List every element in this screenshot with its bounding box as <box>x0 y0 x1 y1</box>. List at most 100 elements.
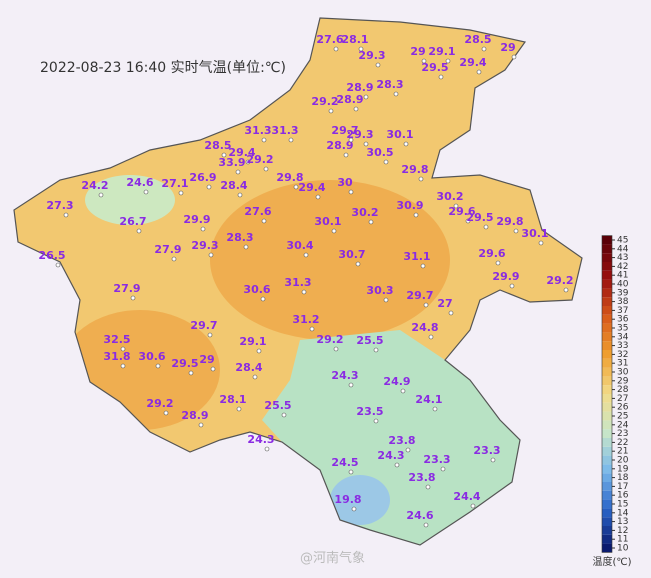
station-dot <box>237 192 243 198</box>
colorbar-cell <box>602 253 612 262</box>
temperature-label: 27.6 <box>244 205 271 218</box>
temperature-label: 30.1 <box>521 227 548 240</box>
station-dot <box>288 137 294 143</box>
colorbar-tick-label: 29 <box>617 376 629 386</box>
temperature-label: 24.4 <box>453 490 480 503</box>
station-dot <box>538 240 544 246</box>
temperature-label: 28.9 <box>181 409 208 422</box>
colorbar-cell <box>602 350 612 359</box>
colorbar-tick-label: 22 <box>617 438 628 448</box>
colorbar-tick-label: 14 <box>617 508 629 518</box>
colorbar-tick-label: 24 <box>617 420 629 430</box>
colorbar-cell <box>602 517 612 526</box>
temperature-label: 30.2 <box>436 190 463 203</box>
colorbar-tick-label: 13 <box>617 517 628 527</box>
station-dot <box>495 260 501 266</box>
colorbar-cell <box>602 526 612 535</box>
colorbar-cell <box>602 420 612 430</box>
station-dot <box>348 189 354 195</box>
station-dot <box>448 310 454 316</box>
station-dot <box>130 295 136 301</box>
colorbar-tick-label: 34 <box>617 332 629 342</box>
temperature-label: 27 <box>437 297 452 310</box>
colorbar-tick-label: 27 <box>617 394 628 404</box>
station-dot <box>264 446 270 452</box>
temperature-label: 29.2 <box>316 333 343 346</box>
temperature-label: 25.5 <box>264 399 291 412</box>
station-dot <box>206 184 212 190</box>
temperature-label: 29.4 <box>228 146 255 159</box>
colorbar-cell <box>602 464 612 474</box>
temperature-label: 28.3 <box>376 78 403 91</box>
colorbar-tick-label: 10 <box>617 544 629 554</box>
temperature-label: 30 <box>337 176 353 189</box>
station-dot <box>383 297 389 303</box>
temperature-label: 24.8 <box>411 321 438 334</box>
temperature-label: 29.3 <box>346 128 373 141</box>
station-dot <box>120 346 126 352</box>
station-dot <box>465 218 471 224</box>
station-dot <box>261 137 267 143</box>
colorbar-cell <box>602 270 612 280</box>
station-dot <box>252 374 258 380</box>
colorbar-tick-label: 41 <box>617 271 628 281</box>
colorbar-tick-label: 16 <box>617 491 629 501</box>
station-dot <box>343 152 349 158</box>
temperature-label: 29.5 <box>171 357 198 370</box>
colorbar-tick-label: 21 <box>617 447 628 457</box>
temperature-label: 27.1 <box>161 177 188 190</box>
station-dot <box>368 219 374 225</box>
temperature-label: 31.3 <box>284 276 311 289</box>
station-dot <box>281 412 287 418</box>
station-dot <box>420 263 426 269</box>
temperature-label: 29.2 <box>246 153 273 166</box>
station-dot <box>200 226 206 232</box>
colorbar-cell <box>602 490 612 500</box>
colorbar-tick-label: 36 <box>617 315 629 325</box>
station-dot <box>236 406 242 412</box>
temperature-label: 26.7 <box>119 215 146 228</box>
temperature-label: 28.9 <box>326 139 353 152</box>
temperature-label: 31.2 <box>292 313 319 326</box>
temperature-label: 28.5 <box>464 33 491 46</box>
temperature-label: 26.5 <box>38 249 65 262</box>
colorbar-cell <box>602 402 612 412</box>
temperature-label: 29.6 <box>448 205 475 218</box>
temperature-label: 23.8 <box>388 434 415 447</box>
station-dot <box>453 203 459 209</box>
colorbar-cell <box>602 508 612 518</box>
colorbar-cell <box>602 235 612 245</box>
temperature-label: 29.3 <box>191 239 218 252</box>
station-dot <box>143 189 149 195</box>
temperature-label: 24.3 <box>331 369 358 382</box>
temperature-label: 24.3 <box>247 433 274 446</box>
temperature-label: 23.5 <box>356 405 383 418</box>
temperature-label: 29 <box>410 45 425 58</box>
station-dot <box>328 108 334 114</box>
colorbar-frame <box>601 235 613 553</box>
station-dot <box>423 522 429 528</box>
station-dot <box>363 94 369 100</box>
station-dot <box>481 46 487 52</box>
temperature-label: 30.5 <box>366 146 393 159</box>
station-dot <box>348 382 354 388</box>
colorbar-cell <box>602 358 612 368</box>
station-dot <box>171 256 177 262</box>
station-dot <box>490 457 496 463</box>
temperature-label: 24.1 <box>415 393 442 406</box>
station-dot <box>432 406 438 412</box>
station-dot <box>243 244 249 250</box>
colorbar-cell <box>602 306 612 315</box>
stations: 27.628.129.328.529 29.1 2929.429.528.328.9… <box>38 33 574 528</box>
station-dot <box>353 106 359 112</box>
temperature-label: 30.1 <box>314 215 341 228</box>
station-dot <box>333 46 339 52</box>
colorbar-cell <box>602 244 612 254</box>
station-dot <box>383 159 389 165</box>
colorbar-cell <box>602 438 612 447</box>
temperature-label: 24.2 <box>81 179 108 192</box>
station-dot <box>400 388 406 394</box>
province-border <box>13 17 583 546</box>
